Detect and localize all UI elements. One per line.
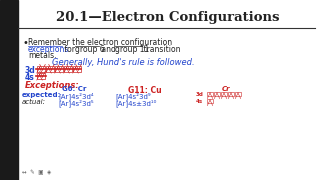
Bar [73,66,81,71]
Bar [64,66,72,71]
Text: actual:: actual: [22,99,46,105]
Text: 20.1—Electron Configurations: 20.1—Electron Configurations [56,10,280,24]
Text: G6: Cr: G6: Cr [62,86,86,92]
Text: 4s: 4s [196,99,203,104]
Bar [207,92,213,96]
Bar [55,66,63,71]
Text: •: • [22,38,28,48]
Bar [214,92,220,96]
Bar [37,66,45,71]
Bar [228,92,234,96]
Text: Generally, Hund's rule is followed.: Generally, Hund's rule is followed. [52,58,195,67]
Bar [207,99,213,103]
Text: Cr: Cr [222,86,231,92]
Bar [0,0,18,180]
Text: and: and [99,44,118,53]
Text: Exceptions:: Exceptions: [25,81,80,90]
Text: 4s: 4s [25,73,35,82]
Text: for: for [62,44,77,53]
Bar [37,73,45,78]
Text: [Ar]4s²3d⁴: [Ar]4s²3d⁴ [58,92,94,100]
Text: expected:: expected: [22,92,61,98]
Bar [46,66,54,71]
Text: 3d: 3d [196,92,204,97]
Text: [Ar]4s²3d⁹: [Ar]4s²3d⁹ [115,92,151,100]
Text: [Ar]4s±3d¹⁰: [Ar]4s±3d¹⁰ [115,99,156,107]
Text: Remember the electron configuration: Remember the electron configuration [28,38,172,47]
Bar [235,92,241,96]
Text: [Ar]4s²3d⁵: [Ar]4s²3d⁵ [58,99,94,107]
Text: transition: transition [141,44,180,53]
Text: G11: Cu: G11: Cu [128,86,162,95]
Text: exceptions: exceptions [28,44,69,53]
Text: ↔  ✎  ▣  ◈: ↔ ✎ ▣ ◈ [22,170,51,175]
Text: group 6: group 6 [75,44,105,53]
Text: 3d: 3d [25,66,36,75]
Text: group 11: group 11 [115,44,149,53]
Text: metals.: metals. [28,51,57,60]
Bar [221,92,227,96]
